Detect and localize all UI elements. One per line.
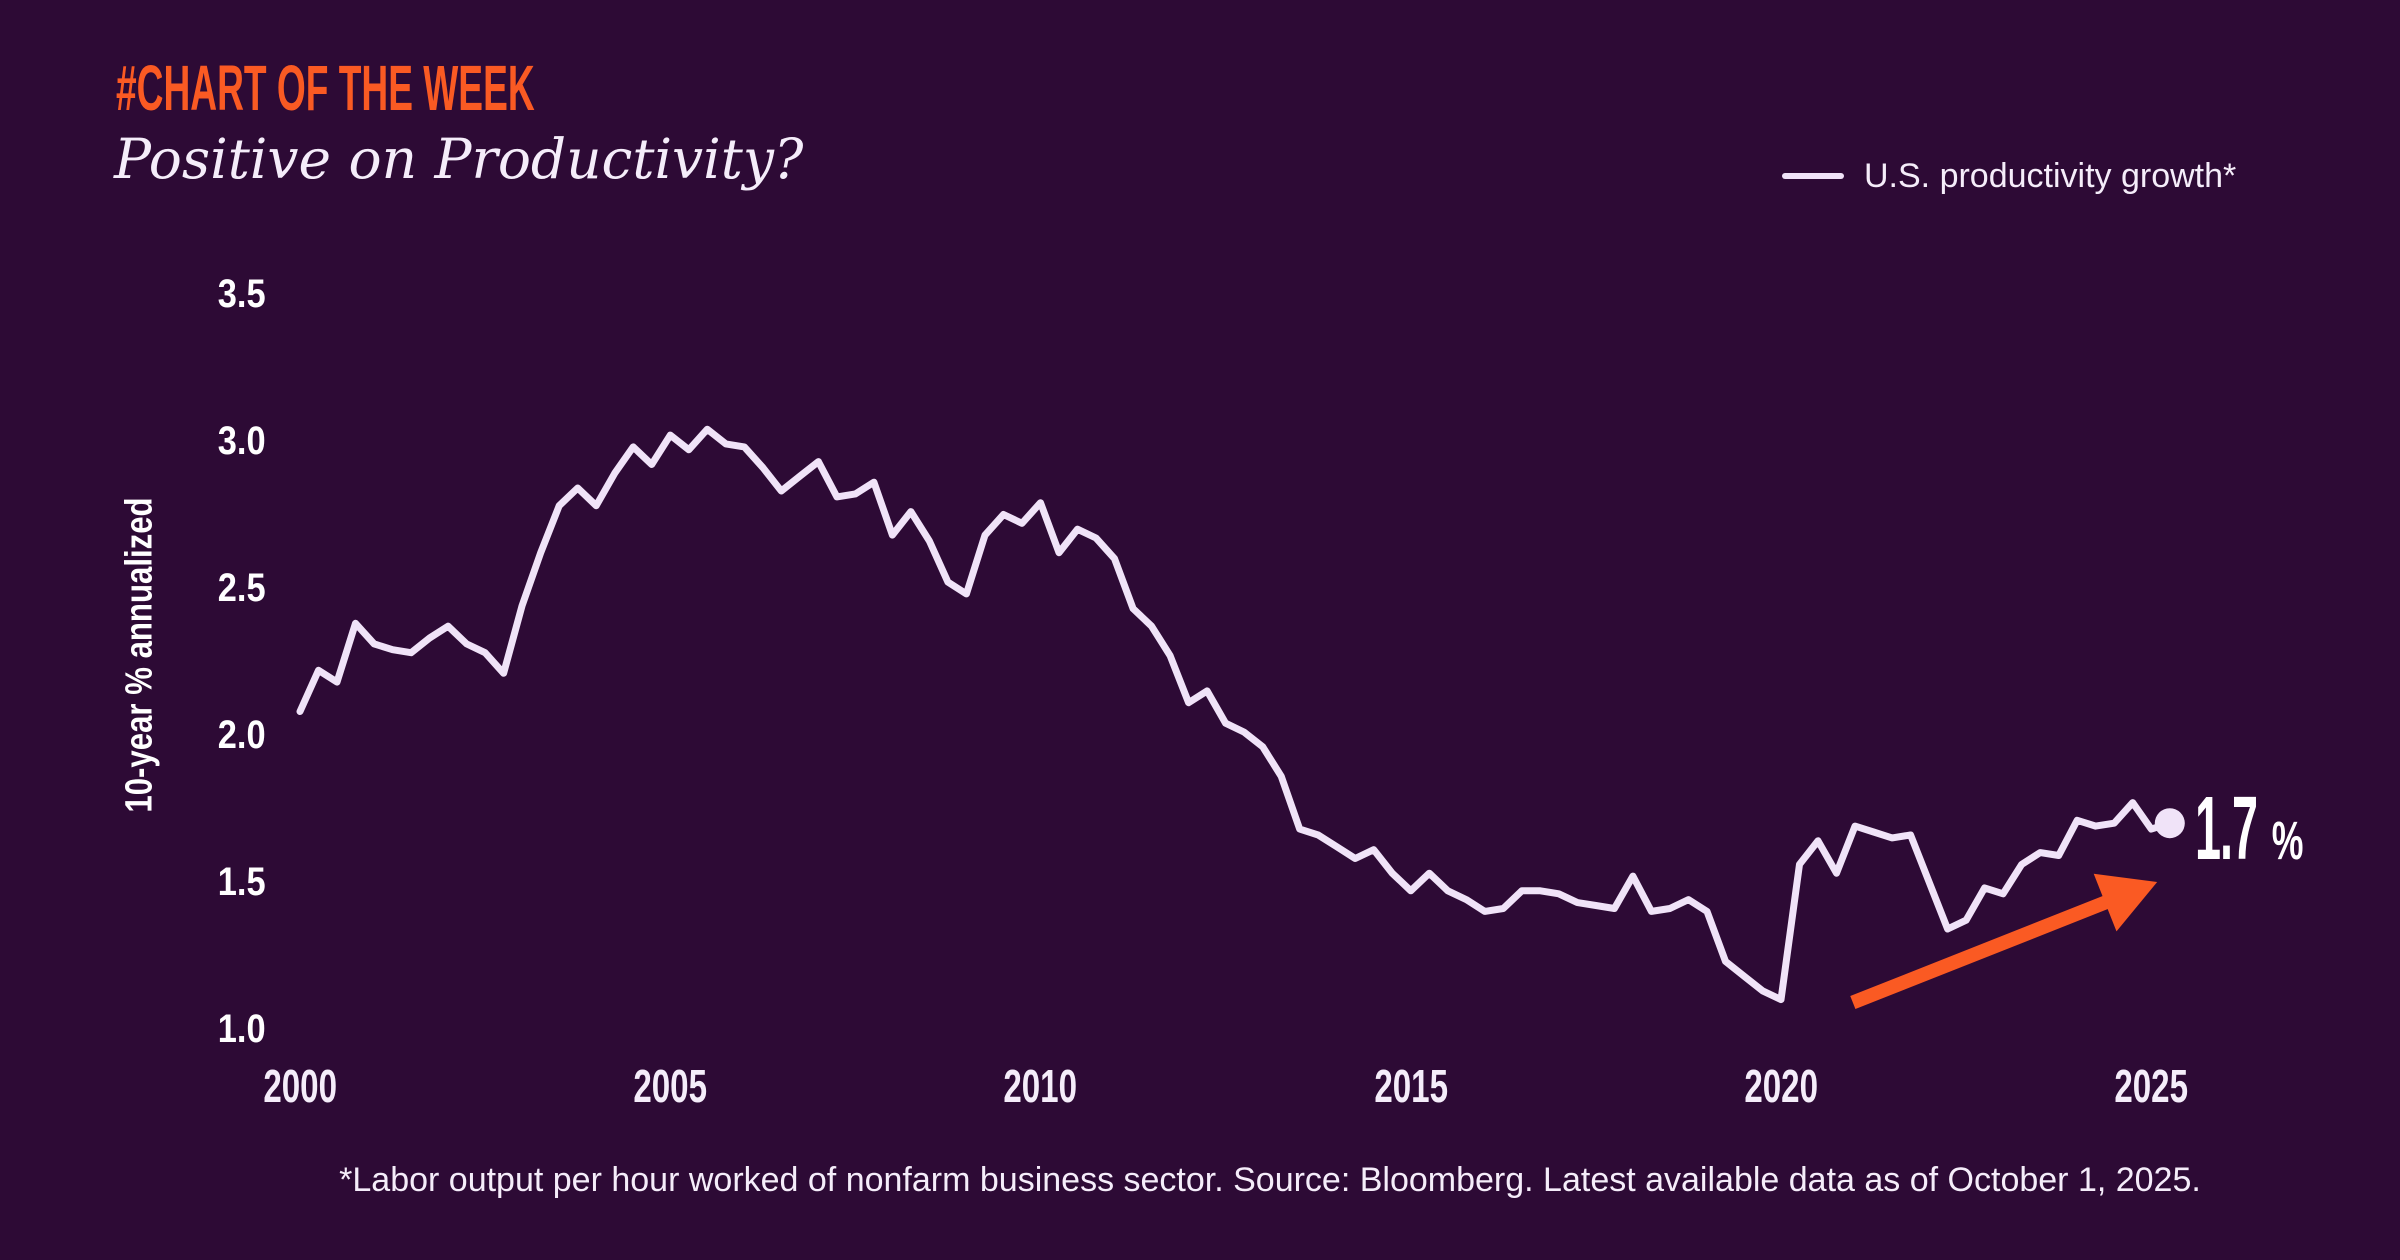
legend: U.S. productivity growth*	[1782, 156, 2236, 197]
productivity-line	[296, 425, 2174, 1004]
y-tick-label-3.0: 3.0	[218, 419, 266, 463]
series-end-dot	[2154, 808, 2185, 839]
x-tick-label-2015: 2015	[1373, 1060, 1448, 1112]
y-tick-label-3.5: 3.5	[218, 272, 266, 316]
x-tick-label-2000: 2000	[263, 1060, 337, 1112]
x-tick-label-2020: 2020	[1744, 1060, 1818, 1112]
y-tick-label-2.5: 2.5	[218, 566, 266, 610]
footnote: *Labor output per hour worked of nonfarm…	[339, 1161, 2201, 1199]
y-tick-label-1.0: 1.0	[218, 1007, 266, 1051]
value-callout: 1.7%	[2195, 784, 2362, 874]
callout-percent-sign: %	[2271, 811, 2304, 871]
trend-arrow-head	[2093, 873, 2158, 932]
x-tick-label-2005: 2005	[633, 1060, 708, 1112]
page-title: Positive on Productivity?	[114, 127, 804, 191]
legend-label: U.S. productivity growth*	[1864, 157, 2237, 195]
kicker: #CHART OF THE WEEK	[116, 52, 535, 124]
callout-value: 1.7	[2195, 779, 2258, 879]
y-axis-title-text: 10-year % annualized	[118, 497, 161, 813]
y-tick-label-2.0: 2.0	[218, 713, 266, 757]
trend-arrow-shaft	[1850, 893, 2116, 1010]
x-tick-label-2025: 2025	[2114, 1060, 2189, 1112]
legend-line-swatch	[1782, 173, 1844, 180]
y-axis-title: 10-year % annualized	[119, 463, 162, 847]
x-tick-label-2010: 2010	[1003, 1060, 1078, 1112]
y-tick-label-1.5: 1.5	[218, 860, 266, 904]
